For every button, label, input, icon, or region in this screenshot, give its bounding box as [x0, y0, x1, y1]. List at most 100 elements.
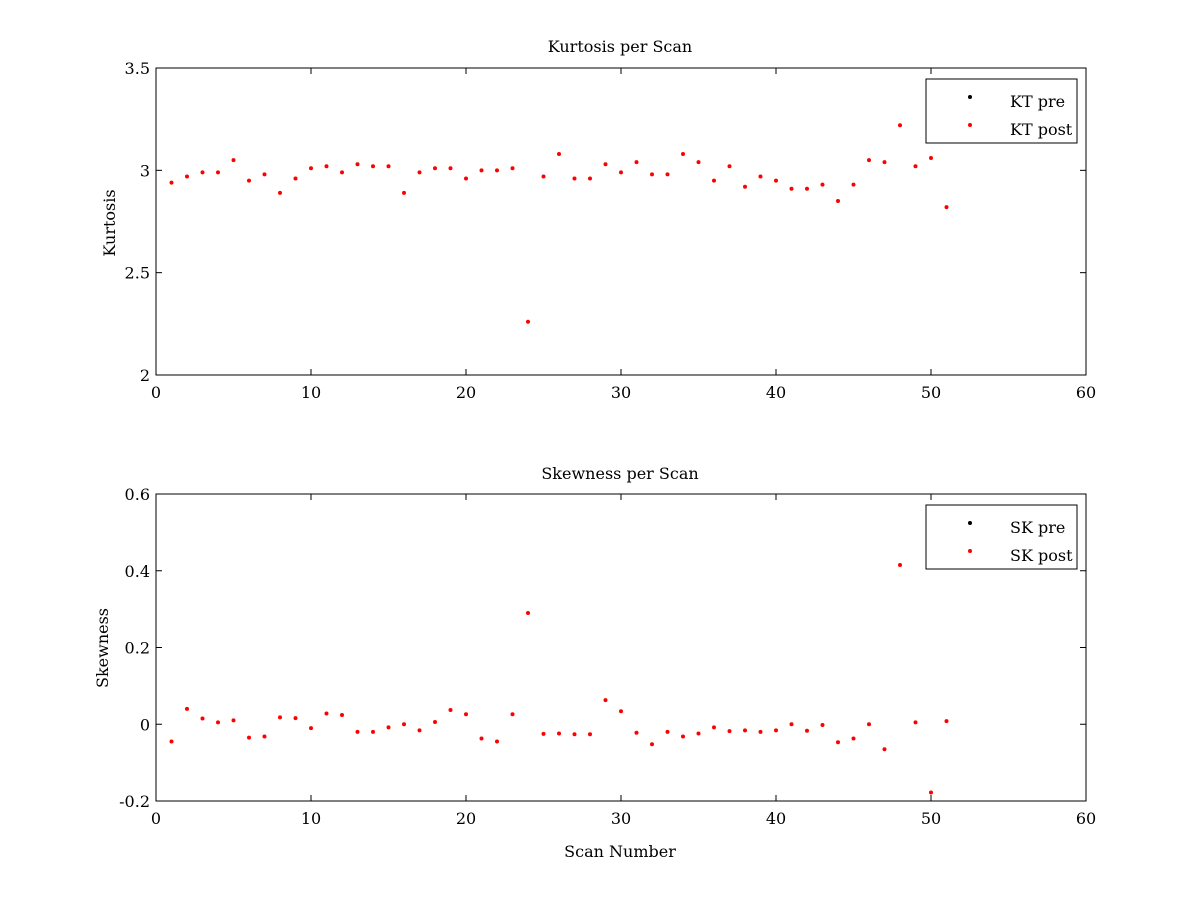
- skewness-chart: Skewness per Scan Skewness Scan Number 0…: [93, 464, 1096, 861]
- skewness-y-tick-label: 0.2: [125, 639, 150, 658]
- kt-post-data-point: [278, 190, 282, 195]
- sk-post-data-point: [293, 716, 298, 721]
- sk-post-data-point: [929, 790, 933, 795]
- sk-post-data-point: [665, 729, 670, 734]
- sk-post-data-point: [262, 734, 267, 739]
- sk-post-data-point: [355, 729, 360, 734]
- kurtosis-ticks: 0 10 20 30 40 50 60 2 2.5 3 3.5: [125, 59, 1097, 402]
- sk-post-data-point: [448, 708, 453, 713]
- sk-post-legend-label: SK post: [1010, 546, 1073, 565]
- kt-post-data-point: [293, 176, 298, 181]
- kt-pre-legend-marker: [968, 95, 972, 99]
- sk-post-data-point: [417, 728, 422, 733]
- sk-post-legend-marker: [968, 549, 972, 553]
- sk-post-data-point: [479, 736, 484, 741]
- sk-post-data-point: [743, 728, 747, 733]
- kt-post-data-point: [324, 164, 329, 169]
- skewness-ticks: 0 10 20 30 40 50 60-0.200.20.40.6: [119, 485, 1096, 828]
- kt-post-data-point: [805, 186, 809, 191]
- kt-post-data-point: [944, 205, 949, 210]
- sk-post-data-point: [324, 711, 329, 716]
- kt-post-data-point: [185, 174, 189, 179]
- sk-post-data-point: [820, 723, 825, 728]
- sk-post-data-point: [650, 742, 654, 747]
- kurtosis-chart: Kurtosis per Scan Kurtosis 0 10 20 30 40 50 60…: [100, 37, 1096, 402]
- kt-post-data-point: [650, 172, 654, 177]
- sk-post-data-point: [944, 719, 949, 724]
- kurtosis-y-tick-label: 2.5: [125, 264, 150, 283]
- kt-post-data-point: [402, 190, 406, 195]
- kurtosis-x-tick-label: 30: [611, 383, 631, 402]
- kurtosis-x-tick-label: 60: [1076, 383, 1096, 402]
- kurtosis-x-tick-label: 20: [456, 383, 476, 402]
- sk-post-data-point: [572, 732, 577, 737]
- sk-post-data-point: [588, 732, 592, 737]
- kt-post-data-point: [619, 170, 623, 175]
- kt-post-data-point: [464, 176, 468, 181]
- sk-post-data-point: [851, 736, 856, 741]
- sk-post-data-point: [619, 709, 623, 714]
- kt-post-data-point: [510, 166, 515, 171]
- sk-pre-legend-label: SK pre: [1010, 518, 1065, 537]
- sk-post-data-point: [696, 731, 701, 736]
- kt-post-data-point: [898, 123, 902, 128]
- skewness-legend-box: [925, 504, 1078, 570]
- kt-post-legend-label: KT post: [1010, 120, 1073, 139]
- kt-post-data-point: [247, 178, 251, 183]
- sk-post-data-point: [758, 729, 763, 734]
- kurtosis-y-tick-label: 3: [140, 161, 150, 180]
- skewness-x-tick-label: 50: [921, 809, 941, 828]
- kt-post-data-point: [417, 170, 422, 175]
- kt-post-data-point: [820, 182, 825, 187]
- skewness-chart-title: Skewness per Scan: [541, 464, 698, 483]
- kt-post-data-point: [712, 178, 716, 183]
- kurtosis-legend-box: [925, 78, 1078, 144]
- sk-post-data-point: [464, 712, 468, 717]
- kurtosis-y-axis-label: Kurtosis: [100, 189, 119, 256]
- kt-post-data-point: [588, 176, 592, 181]
- kurtosis-y-tick-label: 2: [140, 366, 150, 385]
- kurtosis-x-tick-label: 0: [151, 383, 161, 402]
- kt-post-data-point: [495, 168, 499, 173]
- sk-post-data-point: [712, 725, 716, 730]
- kt-pre-legend-label: KT pre: [1010, 92, 1065, 111]
- kt-post-data-point: [789, 186, 794, 191]
- kt-post-data-point: [681, 151, 685, 156]
- skewness-x-axis-label: Scan Number: [564, 842, 676, 861]
- kt-post-data-point: [758, 174, 763, 179]
- sk-post-data-point: [789, 722, 794, 727]
- kurtosis-x-tick-label: 50: [921, 383, 941, 402]
- sk-post-data-point: [185, 706, 189, 711]
- kt-post-data-point: [169, 180, 174, 185]
- kurtosis-legend: KT pre KT post: [925, 78, 1078, 144]
- sk-post-data-point: [541, 731, 546, 736]
- sk-post-data-point: [433, 719, 437, 724]
- sk-post-data-point: [169, 739, 174, 744]
- sk-post-data-point: [913, 720, 918, 725]
- sk-post-data-point: [340, 713, 344, 718]
- kt-post-data-point: [200, 170, 205, 175]
- skewness-x-tick-label: 60: [1076, 809, 1096, 828]
- sk-post-data-point: [867, 722, 871, 727]
- kt-post-data-point: [355, 162, 360, 167]
- skewness-y-tick-label: 0.6: [125, 485, 150, 504]
- sk-post-data-point: [510, 712, 515, 717]
- kt-post-data-point: [882, 160, 887, 165]
- sk-post-data-point: [495, 739, 499, 744]
- kurtosis-x-tick-label: 10: [301, 383, 321, 402]
- kt-post-data-point: [696, 160, 701, 165]
- kt-post-data-point: [309, 166, 313, 171]
- kt-post-data-point: [371, 164, 375, 169]
- sk-pre-legend-marker: [968, 521, 972, 525]
- sk-post-data-point: [727, 729, 732, 734]
- kt-post-data-point: [665, 172, 670, 177]
- sk-post-data-point: [526, 610, 530, 615]
- sk-post-data-point: [603, 698, 608, 703]
- kurtosis-chart-title: Kurtosis per Scan: [548, 37, 692, 56]
- sk-post-data-point: [402, 722, 406, 727]
- kurtosis-data-points: [169, 123, 949, 324]
- skewness-legend: SK pre SK post: [925, 504, 1078, 570]
- kt-post-data-point: [231, 158, 236, 163]
- sk-post-data-point: [200, 716, 205, 721]
